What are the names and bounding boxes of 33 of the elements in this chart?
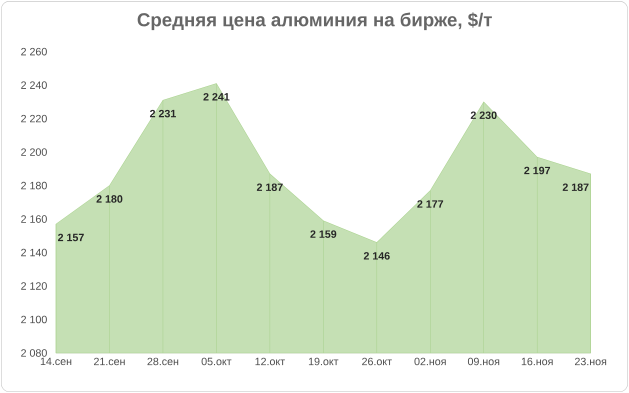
y-tick-label: 2 240 (21, 81, 47, 89)
data-label: 2 157 (58, 234, 84, 242)
x-tick-label: 12.окт (255, 358, 285, 366)
data-label: 2 146 (364, 252, 390, 260)
x-tick-label: 28.сен (147, 358, 178, 366)
data-label: 2 197 (524, 166, 550, 174)
data-label: 2 241 (203, 93, 230, 101)
x-tick-label: 19.окт (308, 358, 338, 366)
x-tick-label: 21.сен (94, 358, 125, 366)
chart-title: Средняя цена алюминия на бирже, $/т (138, 12, 492, 30)
x-tick-label: 26.окт (362, 358, 392, 366)
y-tick-label: 2 160 (21, 215, 47, 223)
y-tick-label: 2 120 (21, 282, 47, 290)
data-label: 2 187 (562, 183, 589, 192)
y-tick-label: 2 100 (21, 316, 47, 324)
data-label: 2 180 (96, 195, 122, 203)
y-tick-label: 2 200 (21, 148, 47, 156)
data-label: 2 230 (470, 111, 497, 120)
y-tick-label: 2 140 (21, 248, 47, 256)
x-tick-label: 02.ноя (414, 358, 446, 366)
y-tick-label: 2 260 (21, 48, 47, 56)
x-tick-label: 14.сен (40, 358, 72, 366)
x-tick-label: 09.ноя (468, 358, 500, 366)
data-label: 2 231 (150, 110, 176, 118)
x-tick-label: 16.ноя (522, 358, 553, 366)
data-label: 2 187 (256, 183, 283, 192)
y-tick-label: 2 220 (21, 114, 47, 122)
y-tick-label: 2 080 (21, 349, 47, 357)
data-label: 2 159 (310, 230, 336, 238)
y-tick-label: 2 180 (21, 182, 47, 190)
x-tick-label: 05.окт (202, 358, 232, 366)
data-label: 2 177 (417, 200, 444, 208)
x-tick-label: 23.ноя (574, 358, 606, 366)
